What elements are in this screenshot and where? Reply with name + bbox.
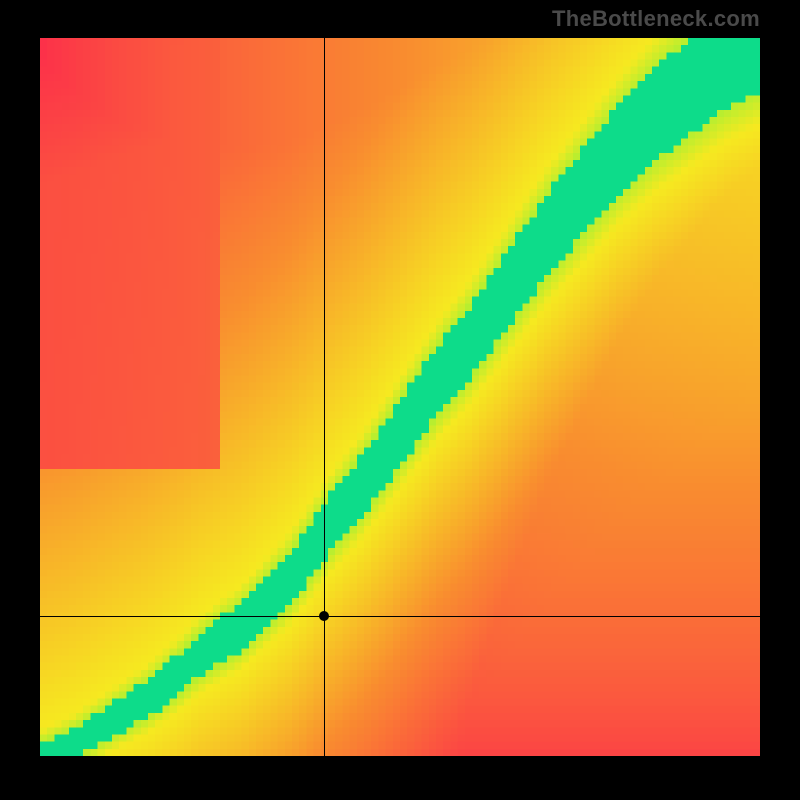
heatmap-plot <box>40 38 760 756</box>
crosshair-marker-dot <box>319 611 329 621</box>
watermark-text: TheBottleneck.com <box>552 6 760 32</box>
crosshair-vertical <box>324 38 325 756</box>
crosshair-horizontal <box>40 616 760 617</box>
heatmap-canvas <box>40 38 760 756</box>
